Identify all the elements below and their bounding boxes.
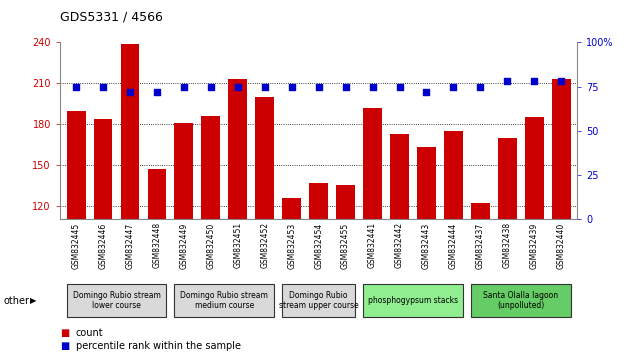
Bar	[282, 198, 301, 354]
Bar	[256, 97, 274, 354]
Point	[152, 89, 162, 95]
Text: percentile rank within the sample: percentile rank within the sample	[76, 341, 240, 351]
Bar	[498, 138, 517, 354]
Point	[260, 84, 270, 90]
Bar	[444, 131, 463, 354]
Bar	[201, 116, 220, 354]
Text: Domingo Rubio stream
lower course: Domingo Rubio stream lower course	[73, 291, 160, 310]
Bar	[363, 108, 382, 354]
Text: GDS5331 / 4566: GDS5331 / 4566	[60, 11, 163, 24]
Text: Domingo Rubio stream
medium course: Domingo Rubio stream medium course	[180, 291, 268, 310]
Bar	[336, 185, 355, 354]
Point	[556, 79, 566, 84]
Point	[367, 84, 377, 90]
Text: other: other	[3, 296, 29, 306]
Bar	[148, 169, 167, 354]
Point	[394, 84, 404, 90]
Text: Domingo Rubio
stream upper course: Domingo Rubio stream upper course	[279, 291, 358, 310]
Point	[98, 84, 108, 90]
Text: Santa Olalla lagoon
(unpolluted): Santa Olalla lagoon (unpolluted)	[483, 291, 558, 310]
Point	[233, 84, 243, 90]
Point	[502, 79, 512, 84]
Bar	[471, 203, 490, 354]
Bar	[93, 119, 112, 354]
Point	[71, 84, 81, 90]
Bar	[390, 134, 409, 354]
Point	[341, 84, 351, 90]
Point	[422, 89, 432, 95]
Point	[206, 84, 216, 90]
Bar	[551, 79, 570, 354]
Bar	[175, 123, 193, 354]
Point	[449, 84, 459, 90]
Bar	[417, 147, 436, 354]
Bar	[228, 79, 247, 354]
Point	[286, 84, 297, 90]
Text: phosphogypsum stacks: phosphogypsum stacks	[368, 296, 458, 305]
Text: count: count	[76, 329, 103, 338]
Bar	[525, 118, 544, 354]
Point	[314, 84, 324, 90]
Point	[179, 84, 189, 90]
Bar	[309, 183, 328, 354]
Bar	[67, 110, 86, 354]
Point	[125, 89, 135, 95]
Point	[475, 84, 485, 90]
Text: ▶: ▶	[30, 296, 37, 305]
Text: ■: ■	[60, 341, 69, 351]
Text: ■: ■	[60, 329, 69, 338]
Bar	[121, 44, 139, 354]
Point	[529, 79, 540, 84]
